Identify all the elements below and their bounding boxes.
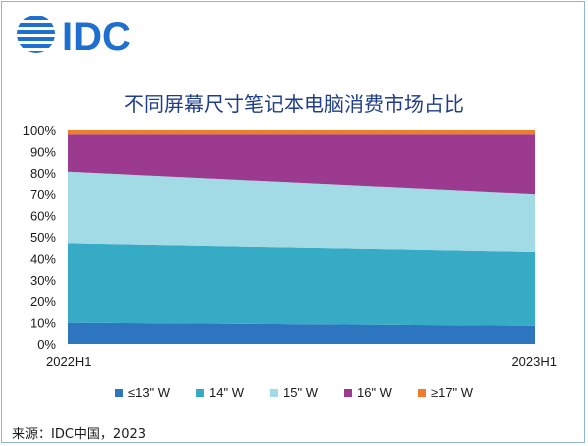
legend-item-0: ≤13" W	[114, 385, 171, 400]
y-tick-label: 0%	[37, 337, 56, 352]
legend-label: ≥17" W	[430, 385, 474, 400]
legend-label: 16" W	[356, 385, 392, 400]
chart-title: 不同屏幕尺寸笔记本电脑消费市场占比	[124, 92, 464, 116]
legend-swatch	[343, 388, 352, 397]
legend-item-1: 14" W	[196, 385, 244, 400]
area-series-3	[68, 134, 535, 195]
legend-swatch	[270, 388, 279, 397]
y-tick-label: 80%	[30, 166, 56, 181]
y-tick-label: 70%	[30, 187, 56, 202]
legend-item-2: 15" W	[270, 385, 318, 400]
legend-swatch	[114, 388, 123, 397]
x-tick-label: 2023H1	[511, 354, 557, 369]
source-note: 来源：IDC中国，2023	[12, 427, 147, 442]
y-tick-label: 90%	[30, 144, 56, 159]
legend-label: 15" W	[283, 385, 318, 400]
legend-label: ≤13" W	[127, 385, 171, 400]
area-series-2	[68, 171, 535, 252]
idc-logo: IDC	[17, 15, 131, 59]
chart-legend: ≤13" W 14" W 15" W 16" W ≥17" W	[0, 385, 588, 400]
x-tick-label: 2022H1	[46, 354, 92, 369]
y-tick-label: 30%	[30, 273, 56, 288]
y-tick-label: 40%	[30, 251, 56, 266]
y-tick-label: 50%	[30, 230, 56, 245]
legend-swatch	[196, 388, 205, 397]
y-tick-label: 10%	[30, 316, 56, 331]
logo-text: IDC	[62, 15, 131, 59]
area-series-1	[68, 243, 535, 326]
area-series-0	[68, 322, 535, 344]
legend-label: 14" W	[209, 385, 245, 400]
legend-swatch	[417, 388, 426, 397]
area-series-4	[68, 130, 535, 135]
y-tick-label: 20%	[30, 294, 56, 309]
y-tick-label: 100%	[23, 123, 57, 138]
y-tick-label: 60%	[30, 209, 56, 224]
legend-item-3: 16" W	[343, 385, 392, 400]
legend-item-4: ≥17" W	[417, 385, 474, 400]
